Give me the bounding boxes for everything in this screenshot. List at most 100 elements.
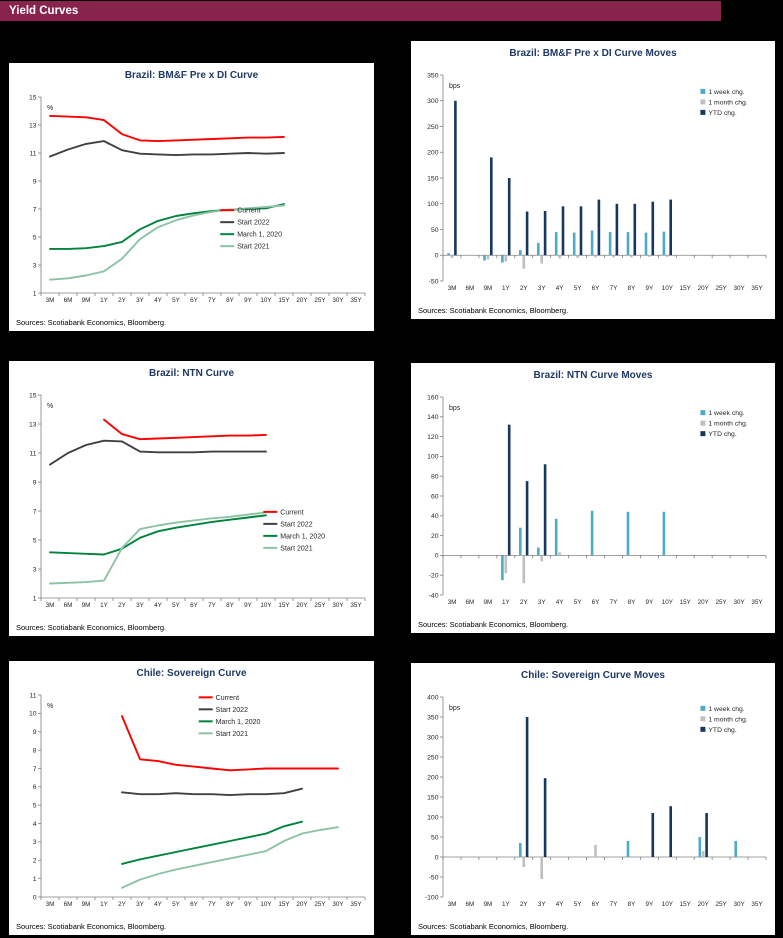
svg-text:8Y: 8Y (628, 901, 637, 908)
svg-text:1Y: 1Y (100, 602, 109, 609)
svg-text:50: 50 (431, 834, 439, 841)
svg-text:9M: 9M (483, 285, 492, 292)
sources-note: Sources: Scotiabank Economics, Bloomberg… (418, 922, 569, 931)
svg-text:11: 11 (29, 450, 36, 457)
svg-text:20Y: 20Y (698, 901, 710, 908)
svg-text:350: 350 (427, 714, 439, 721)
svg-text:11: 11 (29, 692, 36, 699)
svg-text:20Y: 20Y (698, 285, 710, 292)
svg-text:3Y: 3Y (136, 297, 145, 304)
svg-text:30Y: 30Y (733, 599, 745, 606)
svg-text:2Y: 2Y (118, 297, 127, 304)
svg-text:9Y: 9Y (244, 297, 253, 304)
svg-text:1Y: 1Y (100, 297, 109, 304)
svg-text:200: 200 (427, 774, 439, 781)
svg-text:25Y: 25Y (314, 602, 326, 609)
svg-text:0: 0 (435, 854, 439, 861)
chart-title-brazil-ntn-curve-moves: Brazil: NTN Curve Moves (533, 370, 653, 381)
chart-area-brazil-bmf-curve: 1 3 5 7 9 11 13 15 3M 6M 9M 1Y 2Y 3Y 4Y 5Y 6Y 7Y 8Y 9Y 10Y 15… (12, 89, 371, 311)
chart-title-brazil-ntn-curve: Brazil: NTN Curve (148, 368, 234, 379)
svg-text:20: 20 (431, 533, 439, 540)
svg-text:2Y: 2Y (520, 599, 529, 606)
chart-area-brazil-ntn-curve-moves: -40 -20 0 20 40 60 80 100 120 140 160 3M 6M 9M 1Y 2Y 3Y 4… (414, 389, 772, 613)
svg-text:30Y: 30Y (332, 297, 344, 304)
svg-text:6: 6 (33, 784, 37, 791)
panel-brazil-ntn-curve: Brazil: NTN Curve 1 3 5 7 9 11 13 15 3M 6M 9M 1Y 2Y 3… (8, 360, 375, 637)
svg-text:0: 0 (33, 894, 37, 901)
svg-text:5Y: 5Y (574, 285, 583, 292)
sources-note: Sources: Scotiabank Economics, Bloomberg… (16, 623, 167, 632)
panel-brazil-bmf-curve-moves: Brazil: BM&F Pre x DI Curve Moves -50 0 50… (410, 40, 776, 320)
svg-text:2Y: 2Y (520, 285, 529, 292)
panel-chile-sovereign-curve: Chile: Sovereign Curve 0 1 2 3 4 5 6 7 8 9 10 11 3M 6… (8, 660, 375, 936)
svg-text:15Y: 15Y (278, 297, 290, 304)
svg-text:20Y: 20Y (296, 901, 308, 908)
svg-text:3M: 3M (448, 285, 457, 292)
svg-text:%: % (47, 703, 53, 710)
svg-text:250: 250 (427, 754, 439, 761)
svg-text:3: 3 (33, 839, 37, 846)
chart-title-brazil-bmf-curve-moves: Brazil: BM&F Pre x DI Curve Moves (509, 48, 677, 59)
svg-text:9Y: 9Y (244, 602, 253, 609)
svg-text:6Y: 6Y (592, 599, 601, 606)
sources-note: Sources: Scotiabank Economics, Bloomberg… (418, 620, 569, 629)
svg-text:15Y: 15Y (680, 901, 692, 908)
svg-text:300: 300 (427, 734, 439, 741)
svg-text:6M: 6M (466, 285, 475, 292)
svg-text:1Y: 1Y (502, 901, 511, 908)
svg-text:YTD chg.: YTD chg. (708, 727, 736, 734)
svg-text:6M: 6M (64, 602, 73, 609)
svg-text:20Y: 20Y (698, 599, 710, 606)
svg-text:250: 250 (427, 124, 439, 131)
svg-text:5Y: 5Y (172, 602, 181, 609)
svg-text:10Y: 10Y (260, 297, 272, 304)
chart-title-brazil-bmf-curve: Brazil: BM&F Pre x DI Curve (124, 70, 259, 81)
svg-text:3M: 3M (448, 599, 457, 606)
chart-area-chile-sovereign-curve: 0 1 2 3 4 5 6 7 8 9 10 11 3M 6M 9M 1Y 2Y 3Y 4Y 5Y 6Y 7Y 8Y 9Y 10… (12, 687, 371, 915)
chart-canvas-brazil-ntn-curve-moves: -40 -20 0 20 40 60 80 100 120 140 160 3M 6M 9M 1Y 2Y 3Y 4… (427, 394, 767, 606)
svg-text:6M: 6M (466, 599, 475, 606)
svg-text:15: 15 (29, 94, 37, 101)
svg-text:2Y: 2Y (520, 901, 529, 908)
svg-text:7Y: 7Y (610, 599, 619, 606)
svg-text:400: 400 (427, 694, 439, 701)
svg-text:7Y: 7Y (610, 285, 619, 292)
svg-text:35Y: 35Y (751, 901, 763, 908)
svg-text:25Y: 25Y (314, 901, 326, 908)
svg-text:8Y: 8Y (628, 285, 637, 292)
svg-text:bps: bps (449, 705, 461, 712)
svg-text:1 month chg.: 1 month chg. (708, 716, 747, 723)
sources-note: Sources: Scotiabank Economics, Bloomberg… (418, 306, 569, 315)
svg-text:Current: Current (280, 509, 303, 516)
svg-text:1 month chg.: 1 month chg. (708, 99, 747, 106)
svg-text:1: 1 (33, 290, 37, 297)
svg-text:2Y: 2Y (118, 602, 127, 609)
svg-text:10: 10 (29, 711, 37, 718)
svg-text:6M: 6M (466, 901, 475, 908)
svg-text:7Y: 7Y (208, 297, 217, 304)
svg-text:300: 300 (427, 98, 439, 105)
svg-text:Start 2021: Start 2021 (280, 545, 312, 552)
svg-text:1Y: 1Y (502, 285, 511, 292)
svg-text:YTD chg.: YTD chg. (708, 110, 736, 117)
svg-text:4Y: 4Y (154, 297, 163, 304)
svg-text:150: 150 (427, 175, 439, 182)
svg-text:15Y: 15Y (680, 599, 692, 606)
panel-chile-sovereign-curve-moves: Chile: Sovereign Curve Moves -100 -50 0 50 1… (410, 662, 776, 936)
svg-text:1Y: 1Y (502, 599, 511, 606)
svg-text:9Y: 9Y (244, 901, 253, 908)
svg-text:30Y: 30Y (332, 602, 344, 609)
svg-text:3Y: 3Y (538, 599, 547, 606)
svg-text:5Y: 5Y (574, 901, 583, 908)
svg-text:6M: 6M (64, 297, 73, 304)
svg-text:30Y: 30Y (332, 901, 344, 908)
svg-text:13: 13 (29, 122, 37, 129)
svg-text:25Y: 25Y (716, 901, 728, 908)
svg-text:0: 0 (435, 253, 439, 260)
svg-text:30Y: 30Y (733, 901, 745, 908)
svg-text:6M: 6M (64, 901, 73, 908)
svg-text:9M: 9M (82, 602, 91, 609)
svg-text:Start 2022: Start 2022 (237, 220, 269, 227)
svg-text:5Y: 5Y (172, 901, 181, 908)
svg-text:8Y: 8Y (226, 297, 235, 304)
